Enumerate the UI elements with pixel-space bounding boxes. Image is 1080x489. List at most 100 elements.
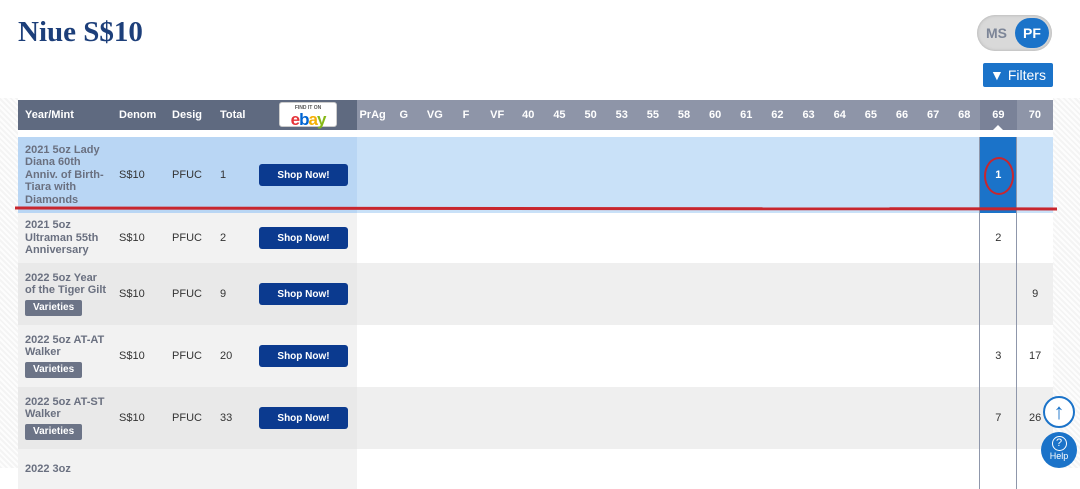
varieties-button[interactable]: Varieties — [25, 299, 83, 317]
grade-69-cell[interactable]: 3 — [979, 325, 1018, 387]
col-year[interactable]: Year/Mint — [18, 100, 113, 130]
col-grade-VF[interactable]: VF — [481, 100, 513, 130]
grade-cell — [450, 137, 482, 213]
grade-cell — [543, 263, 576, 325]
grade-69-cell[interactable] — [979, 263, 1018, 325]
col-grade-70[interactable]: 70 — [1016, 100, 1053, 130]
grade-70-cell[interactable]: 9 — [1016, 263, 1053, 325]
highlight-circle — [984, 157, 1014, 195]
col-denom[interactable]: Denom — [112, 100, 166, 130]
coin-name[interactable]: 2022 5oz Year of the Tiger Gilt Varieties — [18, 263, 113, 325]
shop-now-button[interactable]: Shop Now! — [259, 164, 349, 186]
filters-button[interactable]: ▼ Filters — [983, 63, 1053, 87]
desig-cell: PFUC — [165, 213, 214, 263]
grade-cell — [948, 137, 980, 213]
ebay-logo[interactable]: FIND IT ON ebay — [279, 102, 338, 128]
grade-69-cell[interactable]: 7 — [979, 387, 1018, 449]
grade-cell — [388, 137, 420, 213]
col-grade-69[interactable]: 69 — [979, 100, 1017, 131]
coin-name-text[interactable]: 2022 5oz AT-AT Walker — [25, 333, 105, 359]
col-grade-40[interactable]: 40 — [512, 100, 544, 130]
col-desig[interactable]: Desig — [165, 100, 214, 130]
col-grade-50[interactable]: 50 — [575, 100, 607, 130]
grade-cell — [575, 137, 607, 213]
desig-cell — [165, 449, 214, 489]
col-grade-62[interactable]: 62 — [761, 100, 793, 130]
coin-name[interactable]: 2022 5oz AT-ST Walker Varieties — [18, 387, 113, 449]
grade-69-cell[interactable] — [979, 449, 1018, 489]
background-pattern — [0, 98, 18, 468]
col-grade-64[interactable]: 64 — [824, 100, 856, 130]
col-grade-PrAg[interactable]: PrAg — [357, 100, 389, 130]
col-grade-65[interactable]: 65 — [855, 100, 887, 130]
grade-cell — [793, 325, 824, 387]
population-table: Year/Mint Denom Desig Total FIND IT ON ebay Pr… — [18, 100, 1053, 489]
grade-70-cell[interactable] — [1017, 213, 1053, 263]
denom-cell: S$10 — [112, 387, 166, 449]
col-grade-55[interactable]: 55 — [637, 100, 669, 130]
col-grade-67[interactable]: 67 — [917, 100, 949, 130]
grade-cell — [668, 387, 700, 449]
col-grade-53[interactable]: 53 — [606, 100, 638, 130]
grade-cell — [886, 213, 917, 263]
col-grade-F[interactable]: F — [450, 100, 482, 130]
col-grade-68[interactable]: 68 — [948, 100, 980, 130]
grade-cell — [357, 325, 388, 387]
col-grade-G[interactable]: G — [388, 100, 420, 130]
toggle-ms[interactable]: MS — [986, 25, 1007, 41]
grade-cell — [824, 449, 855, 489]
toggle-pf[interactable]: PF — [1015, 18, 1049, 48]
ms-pf-toggle[interactable]: MS PF — [977, 15, 1052, 51]
coin-name-text[interactable]: 2022 5oz AT-ST Walker — [25, 395, 105, 421]
grade-70-cell[interactable]: 17 — [1029, 350, 1042, 362]
shop-now-button[interactable]: Shop Now! — [259, 283, 349, 305]
col-grade-66[interactable]: 66 — [886, 100, 918, 130]
col-grade-61[interactable]: 61 — [730, 100, 762, 130]
grade-cell — [575, 449, 606, 489]
scroll-top-button[interactable]: ↑ — [1043, 396, 1075, 428]
table-row: 2022 3oz — [18, 449, 1053, 489]
grade-70-cell[interactable] — [1016, 137, 1053, 213]
col-total[interactable]: Total — [213, 100, 256, 130]
coin-name[interactable]: 2022 5oz AT-AT Walker Varieties — [18, 325, 113, 387]
grade-cell — [512, 387, 544, 449]
coin-name[interactable]: 2021 5oz Ultraman 55th Anniversary — [18, 213, 113, 263]
grade-cell — [793, 449, 824, 489]
col-grade-VG[interactable]: VG — [419, 100, 451, 130]
grade-cell — [855, 325, 886, 387]
help-label: Help — [1049, 451, 1069, 461]
grade-cell — [512, 137, 544, 213]
col-grade-63[interactable]: 63 — [793, 100, 825, 130]
grade-cell — [513, 449, 544, 489]
coin-name[interactable]: 2021 5oz Lady Diana 60th Anniv. of Birth… — [18, 137, 113, 213]
grade-cell — [949, 213, 980, 263]
grade-cell — [699, 137, 731, 213]
coin-name-text[interactable]: 2021 5oz Ultraman 55th Anniversary — [25, 219, 99, 257]
coin-name-text[interactable]: 2021 5oz Lady Diana 60th Anniv. of Birth… — [25, 143, 104, 206]
shop-now-button[interactable]: Shop Now! — [259, 345, 349, 367]
col-grade-60[interactable]: 60 — [699, 100, 731, 130]
grade-cell — [949, 325, 980, 387]
grade-cell — [762, 213, 793, 263]
col-grade-58[interactable]: 58 — [668, 100, 700, 130]
grade-cell — [575, 325, 606, 387]
shop-now-button[interactable]: Shop Now! — [259, 227, 349, 249]
grade-69-cell[interactable]: 2 — [979, 213, 1018, 263]
grade-cell — [855, 449, 886, 489]
coin-name-text[interactable]: 2022 5oz Year of the Tiger Gilt — [25, 271, 107, 297]
grade-cell — [824, 137, 856, 213]
col-grade-45[interactable]: 45 — [543, 100, 576, 130]
help-button[interactable]: ? Help — [1041, 432, 1077, 468]
grade-cell — [481, 263, 513, 325]
shop-now-button[interactable]: Shop Now! — [259, 407, 349, 429]
denom-cell: S$10 — [112, 325, 166, 387]
denom-cell: S$10 — [112, 213, 166, 263]
varieties-button[interactable]: Varieties — [25, 423, 83, 441]
coin-name-text[interactable]: 2022 3oz — [25, 462, 71, 475]
table-row: 2022 5oz AT-AT Walker Varieties S$10 PFUC 20… — [18, 325, 1053, 387]
varieties-button[interactable]: Varieties — [25, 361, 83, 379]
grade-cell — [886, 263, 918, 325]
desig-cell: PFUC — [165, 137, 214, 213]
coin-name[interactable]: 2022 3oz — [18, 449, 113, 489]
grade-cell — [855, 387, 887, 449]
